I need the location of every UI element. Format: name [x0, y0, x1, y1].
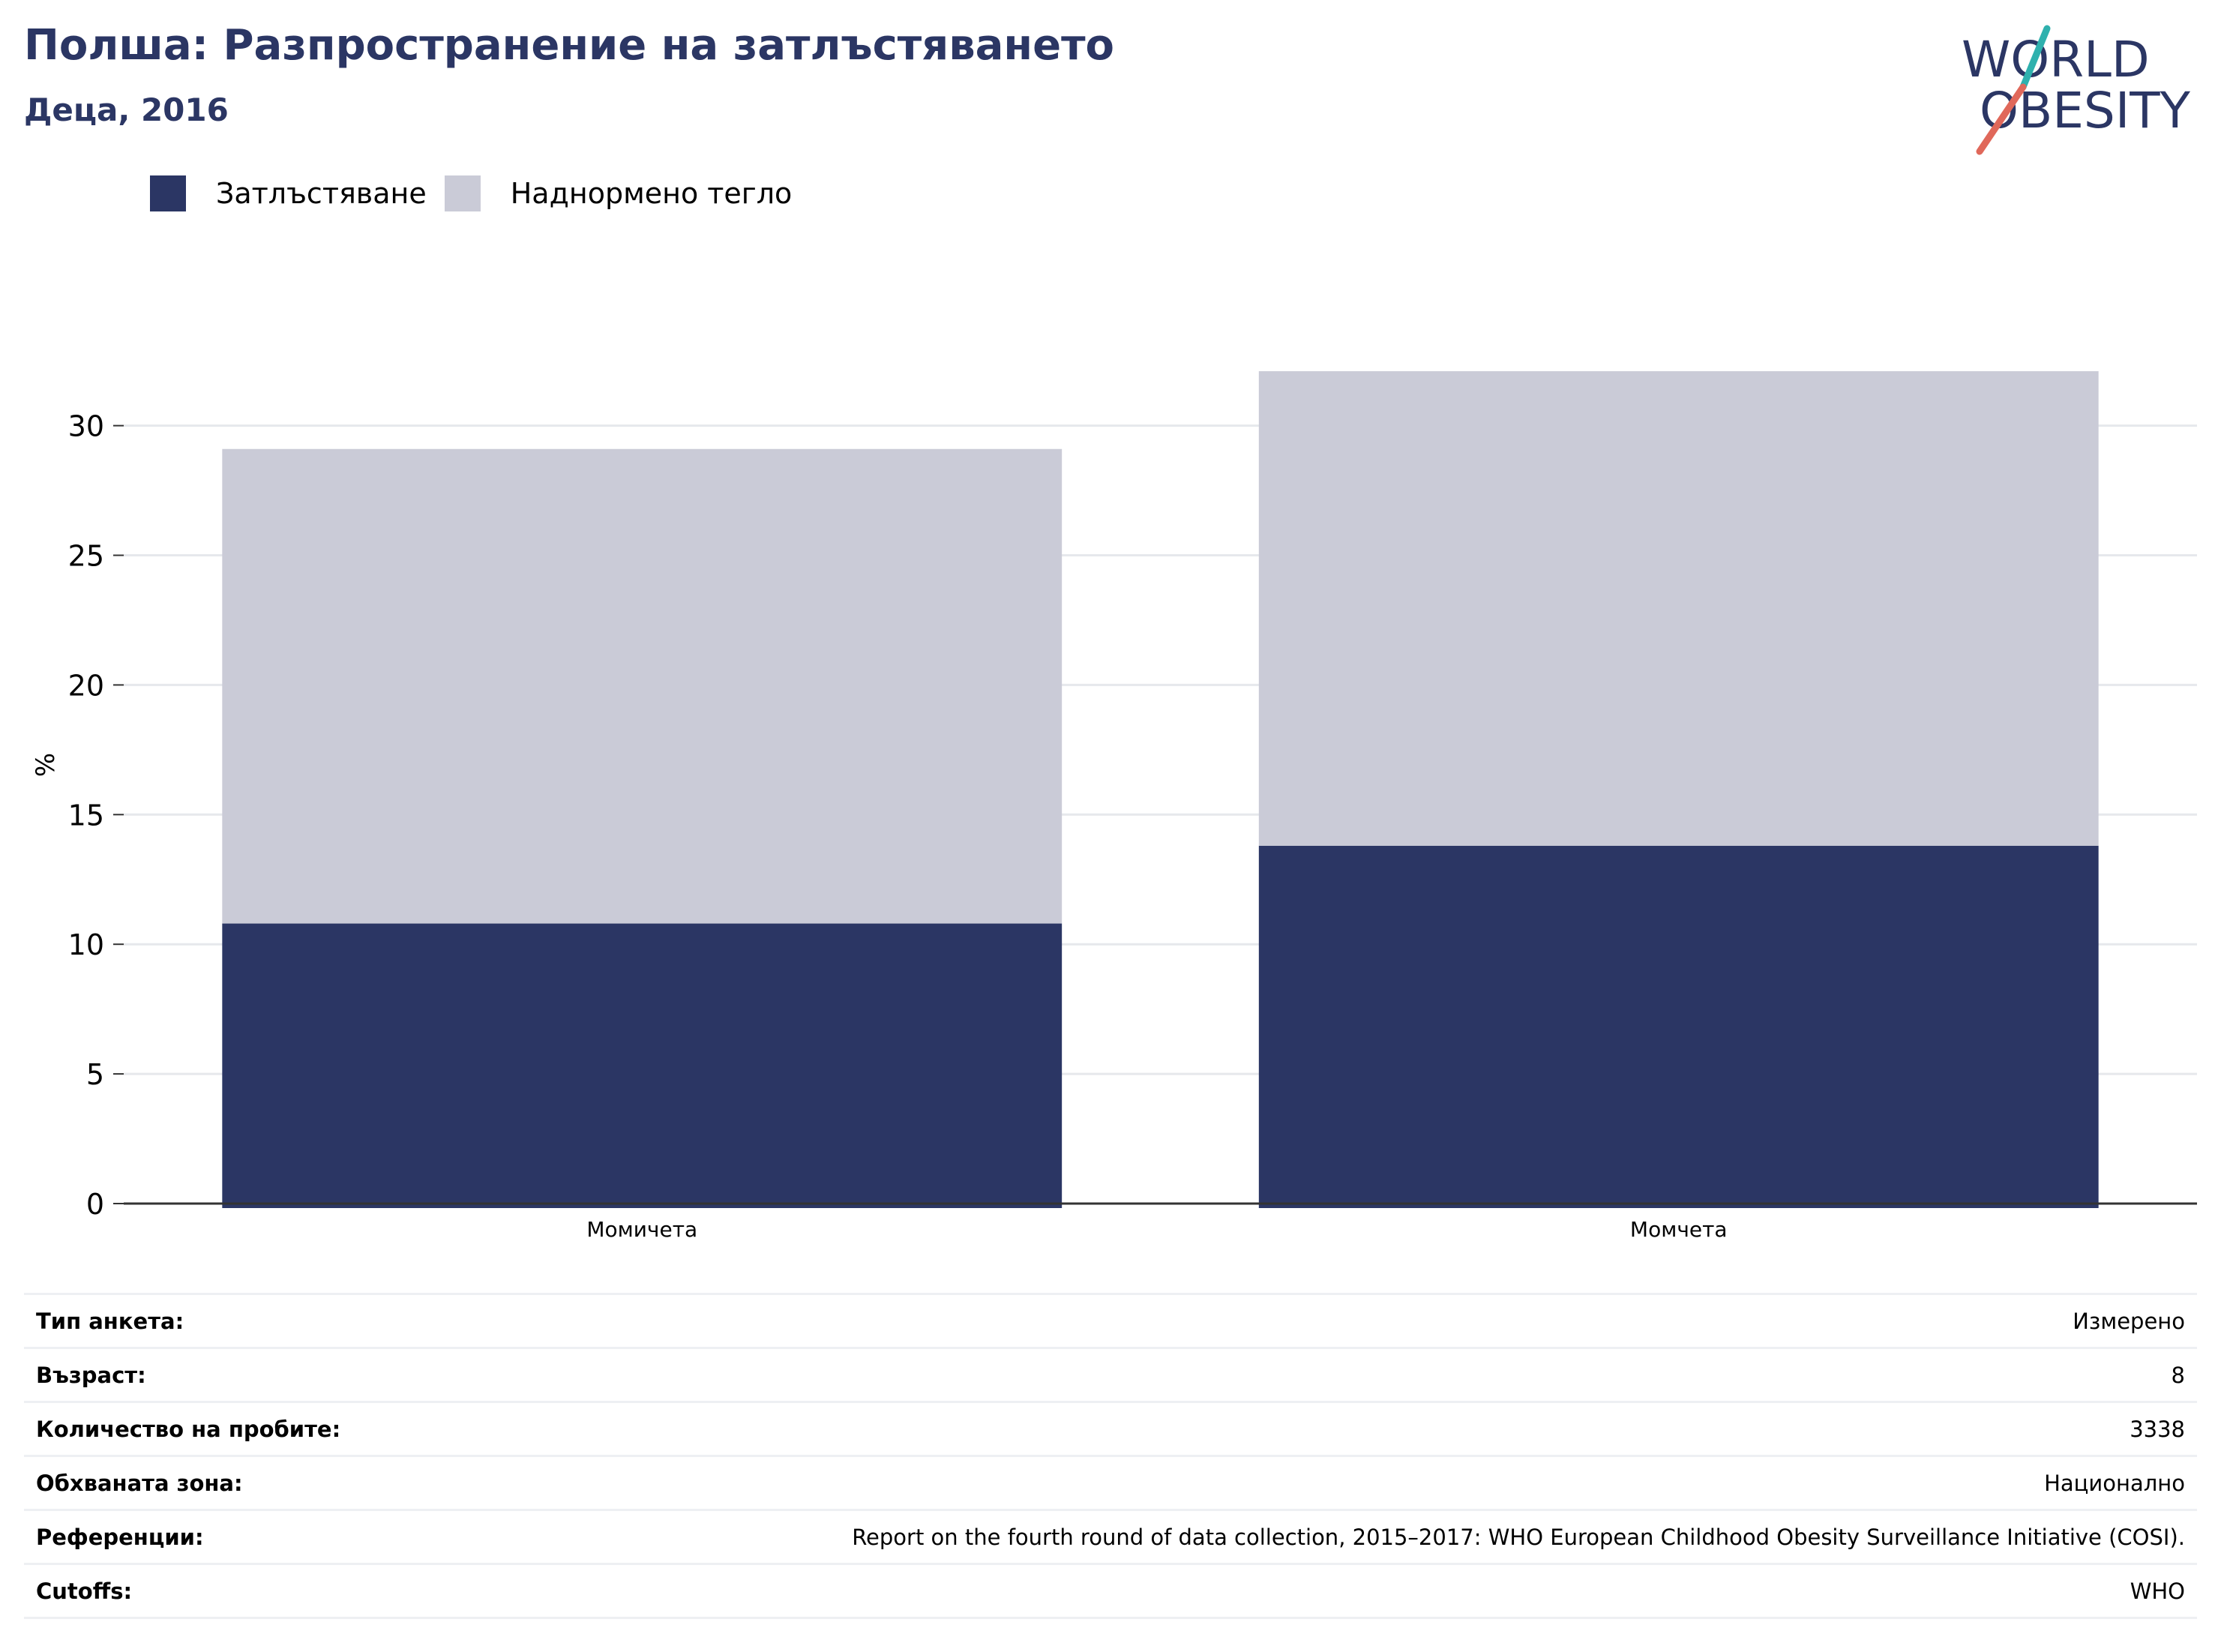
- chart-title: Полша: Разпространение на затлъстяването: [24, 21, 1115, 70]
- info-label: Обхваната зона:: [36, 1470, 243, 1496]
- info-label: Тип анкета:: [36, 1308, 184, 1334]
- bar-overweight-2: [1258, 371, 2099, 846]
- legend-item-obesity: Затлъстяване: [150, 175, 427, 211]
- info-label: Количество на пробите:: [36, 1416, 341, 1442]
- logo-word-world: WORLD: [1962, 31, 2150, 88]
- info-label: Референции:: [36, 1524, 204, 1550]
- info-row: Cutoffs: WHO: [24, 1565, 2197, 1619]
- info-row: Референции: Report on the fourth round of…: [24, 1511, 2197, 1565]
- y-tick-label: 0: [86, 1188, 104, 1221]
- info-value: Report on the fourth round of data colle…: [852, 1524, 2185, 1550]
- y-axis-label: %: [31, 753, 61, 777]
- logo-slash-red: [1976, 83, 2027, 155]
- y-tick-label: 30: [68, 410, 104, 443]
- info-row: Възраст: 8: [24, 1349, 2197, 1403]
- info-value: 8: [2171, 1362, 2185, 1388]
- stacked-bar-chart: 0 5 10 15 20 25 30% Момичета Момчета: [31, 371, 2197, 1242]
- world-obesity-logo: WORLD OBESITY: [1962, 25, 2191, 155]
- info-label: Cutoffs:: [36, 1578, 133, 1604]
- info-value: 3338: [2130, 1416, 2185, 1442]
- info-label: Възраст:: [36, 1362, 146, 1388]
- logo-word-obesity: OBESITY: [1980, 82, 2191, 139]
- x-tick-label: Момчета: [1630, 1217, 1728, 1242]
- legend-swatch-overweight: [444, 175, 481, 211]
- bar-overweight-1: [222, 448, 1063, 924]
- legend-swatch-obesity: [150, 175, 186, 211]
- chart-subtitle: Деца, 2016: [24, 91, 229, 128]
- legend-label-obesity: Затлъстяване: [216, 177, 427, 210]
- legend-item-overweight: Наднормено тегло: [444, 175, 793, 211]
- y-tick-label: 25: [68, 540, 104, 573]
- info-value: WHO: [2130, 1578, 2185, 1604]
- info-table: Тип анкета: Измерено Възраст: 8 Количество н…: [24, 1293, 2197, 1619]
- info-value: Измерено: [2073, 1308, 2185, 1334]
- legend-label-overweight: Наднормено тегло: [510, 177, 793, 210]
- y-tick-label: 10: [68, 928, 104, 961]
- y-tick-label: 20: [68, 669, 104, 702]
- x-tick-label: Момичета: [586, 1217, 697, 1242]
- logo-slash-teal: [2019, 25, 2051, 91]
- bar-obesity-2: [1258, 845, 2099, 1208]
- info-value: Национално: [2044, 1470, 2185, 1496]
- y-tick-label: 15: [68, 799, 104, 832]
- chart-legend: Затлъстяване Наднормено тегло: [150, 174, 810, 213]
- y-tick-label: 5: [86, 1058, 104, 1091]
- bar-obesity-1: [222, 923, 1063, 1208]
- info-row: Обхваната зона: Национално: [24, 1457, 2197, 1511]
- info-row: Количество на пробите: 3338: [24, 1403, 2197, 1457]
- info-row: Тип анкета: Измерено: [24, 1295, 2197, 1349]
